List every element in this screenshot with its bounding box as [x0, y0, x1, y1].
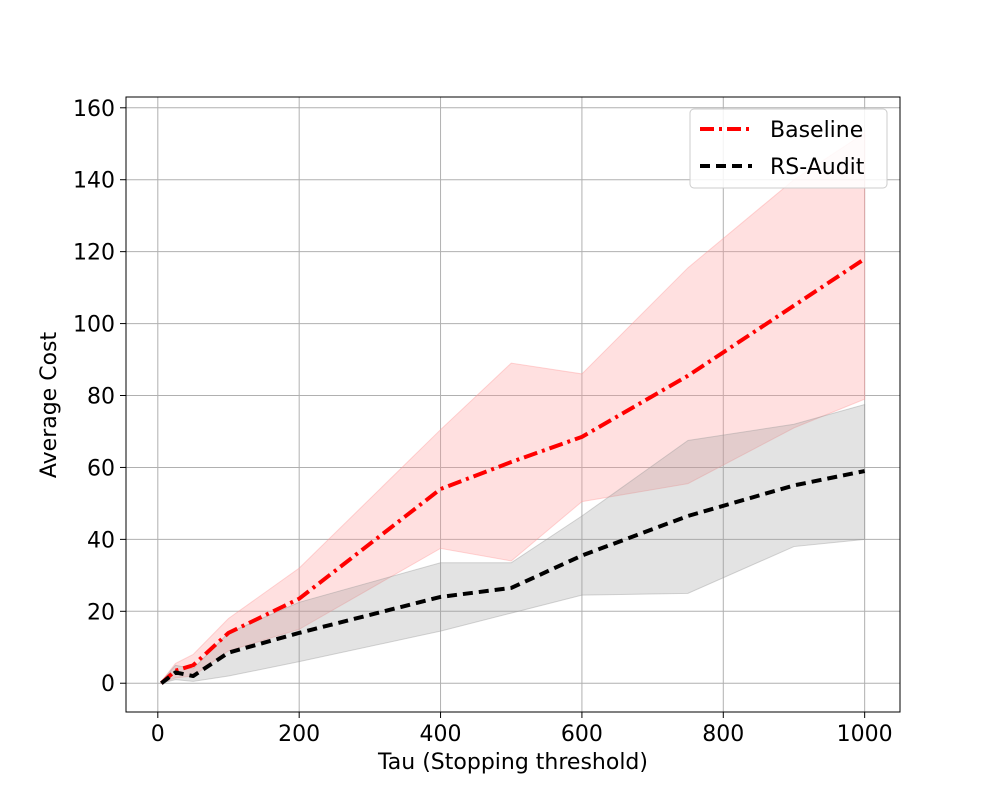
- x-tick-label: 0: [151, 722, 165, 747]
- baseline-line: [160, 257, 866, 685]
- legend-label-baseline: Baseline: [770, 118, 863, 143]
- y-axis-label: Average Cost: [37, 332, 62, 479]
- y-tick-label: 60: [87, 456, 115, 481]
- y-axis-ticks: 0 20 40 60 80 100 120 140 160: [73, 97, 126, 697]
- x-tick-label: 1000: [837, 722, 893, 747]
- y-tick-label: 160: [73, 97, 115, 122]
- rs-audit-line: [160, 469, 866, 685]
- x-tick-label: 800: [702, 722, 744, 747]
- x-axis-label: Tau (Stopping threshold): [377, 750, 648, 775]
- legend-label-rs-audit: RS-Audit: [770, 155, 865, 180]
- y-tick-label: 120: [73, 241, 115, 266]
- rs-audit-band: [160, 403, 866, 684]
- plot-frame: [125, 96, 901, 713]
- y-tick-label: 80: [87, 385, 115, 410]
- series-lines: [160, 257, 866, 685]
- x-tick-label: 600: [561, 722, 603, 747]
- plot-background: [126, 97, 900, 712]
- x-tick-label: 400: [420, 722, 462, 747]
- grid: [126, 97, 900, 712]
- x-axis-ticks: 0 200 400 600 800 1000: [151, 712, 893, 747]
- x-tick-label: 200: [278, 722, 320, 747]
- y-tick-label: 0: [101, 672, 115, 697]
- y-tick-label: 140: [73, 169, 115, 194]
- y-tick-label: 100: [73, 313, 115, 338]
- y-tick-label: 40: [87, 528, 115, 553]
- legend: Baseline RS-Audit: [689, 108, 888, 189]
- y-tick-label: 20: [87, 600, 115, 625]
